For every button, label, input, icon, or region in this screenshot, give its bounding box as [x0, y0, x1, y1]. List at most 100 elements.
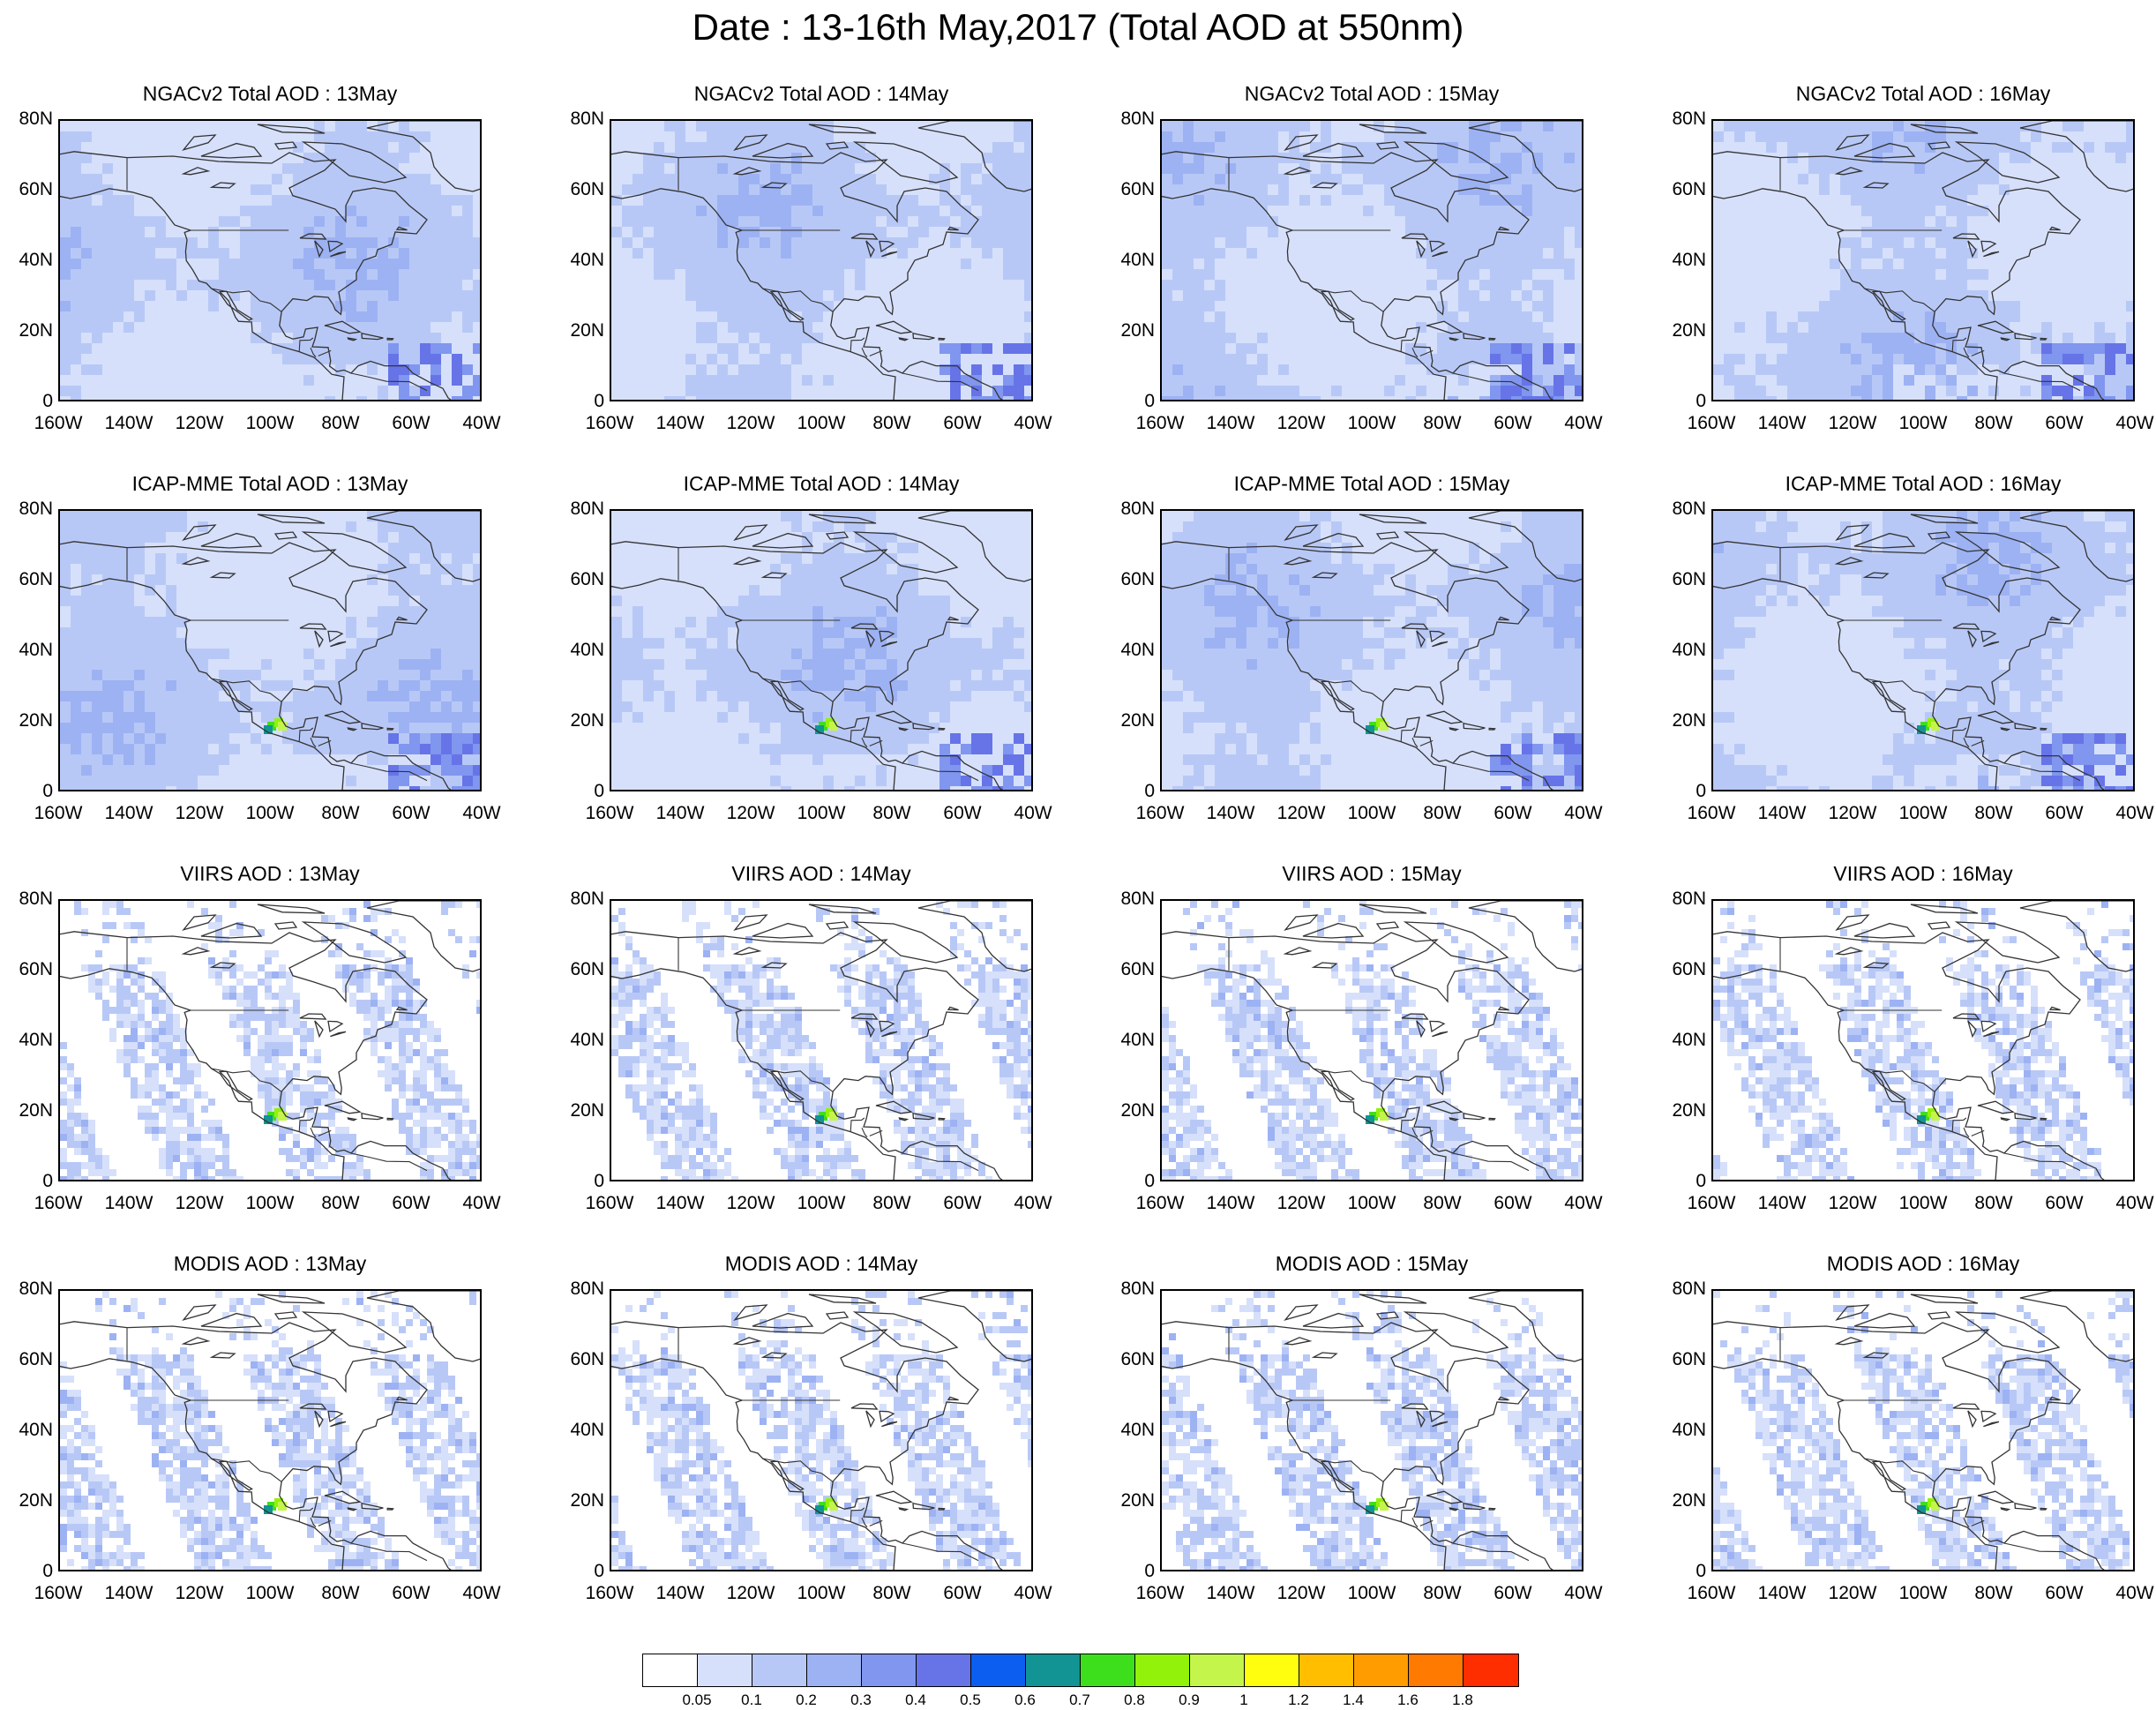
coastline-island [1835, 914, 1870, 931]
coastline-island [1463, 722, 1486, 731]
latitude-tick-label: 0 [42, 391, 53, 411]
longitude-tick-label: 40W [1014, 1193, 1052, 1213]
panel-title: ICAP-MME Total AOD : 13May [131, 472, 408, 495]
coastline [611, 931, 1003, 1180]
lake-outline [209, 182, 236, 189]
country-border [318, 349, 332, 356]
lake-outline [327, 240, 344, 253]
coastline-greenland [917, 511, 1031, 582]
coastline-island [1497, 1006, 1509, 1011]
longitude-tick-label: 120W [1828, 803, 1877, 823]
coastline-island [347, 337, 358, 341]
coastline-island [2048, 1396, 2061, 1401]
coastline-island [1488, 1507, 1496, 1511]
country-border [310, 1517, 317, 1527]
colorbar [642, 1654, 1519, 1687]
coastline-island [825, 1311, 850, 1320]
panel-title: MODIS AOD : 16May [1826, 1252, 2020, 1275]
latitude-tick-label: 40N [1120, 250, 1155, 270]
longitude-tick-label: 40W [462, 413, 501, 433]
coastline-island [1954, 531, 2061, 574]
coastline-island [947, 1396, 959, 1401]
coastline-island [273, 531, 298, 540]
country-border [298, 727, 314, 742]
latitude-tick-label: 0 [1144, 781, 1155, 801]
latitude-tick-label: 0 [1144, 391, 1155, 411]
longitude-tick-label: 40W [462, 1193, 501, 1213]
coastline-island [1284, 134, 1319, 151]
longitude-tick-label: 80W [1423, 803, 1462, 823]
lake-outline [181, 167, 211, 176]
coastline-island [1910, 1294, 1979, 1304]
coastline [611, 541, 1003, 790]
country-border [850, 337, 865, 352]
coastline-island [257, 1294, 326, 1304]
map-panel [610, 1289, 1033, 1571]
aod-field-map [1713, 901, 2133, 1180]
coastline-island [808, 1294, 877, 1304]
coastline-greenland [917, 121, 1031, 192]
country-border [1400, 727, 1416, 742]
map-panel [58, 1289, 482, 1571]
coastline-island [182, 134, 217, 151]
lake-outline [1432, 1031, 1449, 1038]
country-border [869, 739, 883, 746]
coastline-island [875, 710, 913, 724]
latitude-tick-label: 0 [1696, 781, 1706, 801]
coastline-island [2000, 727, 2011, 731]
lake-outline [1862, 572, 1890, 579]
coastline-island [324, 1100, 362, 1114]
latitude-tick-label: 20N [570, 710, 604, 731]
latitude-tick-label: 0 [594, 781, 604, 801]
country-border [762, 678, 834, 702]
lake-outline [1401, 623, 1429, 630]
coastline-island [324, 1490, 362, 1504]
lake-outline [1983, 251, 2000, 258]
coastline-island [1375, 921, 1400, 930]
latitude-tick-label: 60N [570, 179, 604, 199]
longitude-tick-label: 60W [392, 1193, 430, 1213]
colorbar-tick-label: 1.8 [1452, 1691, 1473, 1708]
latitude-tick-label: 80N [570, 499, 604, 519]
coastline-island [2000, 337, 2011, 341]
lake-outline [327, 1020, 344, 1033]
colorbar-swatch [1245, 1654, 1299, 1686]
aod-field-map [1713, 1291, 2133, 1570]
lake-outline [879, 1020, 895, 1033]
coastline-island [912, 1112, 935, 1121]
longitude-tick-label: 40W [1564, 1583, 1603, 1603]
latitude-tick-label: 40N [1120, 1030, 1155, 1050]
longitude-tick-label: 160W [34, 1193, 83, 1213]
coastline-island [1375, 1311, 1400, 1320]
coastline-island [200, 142, 263, 159]
latitude-tick-label: 0 [1696, 1561, 1706, 1581]
latitude-tick-label: 20N [570, 1100, 604, 1121]
longitude-tick-label: 160W [585, 1583, 634, 1603]
lake-outline [760, 572, 788, 579]
coastline-island [1977, 710, 2015, 724]
aod-field-map [611, 511, 1031, 790]
latitude-tick-label: 60N [1672, 959, 1706, 979]
longitude-tick-label: 120W [1828, 413, 1877, 433]
map-panel [58, 119, 482, 401]
country-border [1963, 1517, 1970, 1527]
lake-outline [181, 1337, 211, 1346]
lake-outline [299, 1403, 327, 1410]
longitude-tick-label: 100W [245, 1193, 295, 1213]
lake-outline [1862, 182, 1890, 189]
latitude-tick-label: 60N [19, 179, 53, 199]
map-panel [610, 899, 1033, 1181]
longitude-tick-label: 140W [1206, 1193, 1255, 1213]
longitude-tick-label: 100W [1898, 1193, 1948, 1213]
coastline-island [1403, 531, 1509, 574]
map-panel [58, 899, 482, 1181]
longitude-tick-label: 80W [872, 413, 911, 433]
latitude-tick-label: 80N [19, 109, 53, 129]
coastline-island [1927, 1311, 1951, 1320]
coastline-island [1463, 332, 1486, 341]
longitude-tick-label: 40W [2115, 413, 2154, 433]
longitude-tick-label: 80W [321, 1193, 360, 1213]
country-border [1971, 1129, 1985, 1136]
coastline-island [1927, 531, 1951, 540]
lake-outline [1416, 1020, 1426, 1039]
